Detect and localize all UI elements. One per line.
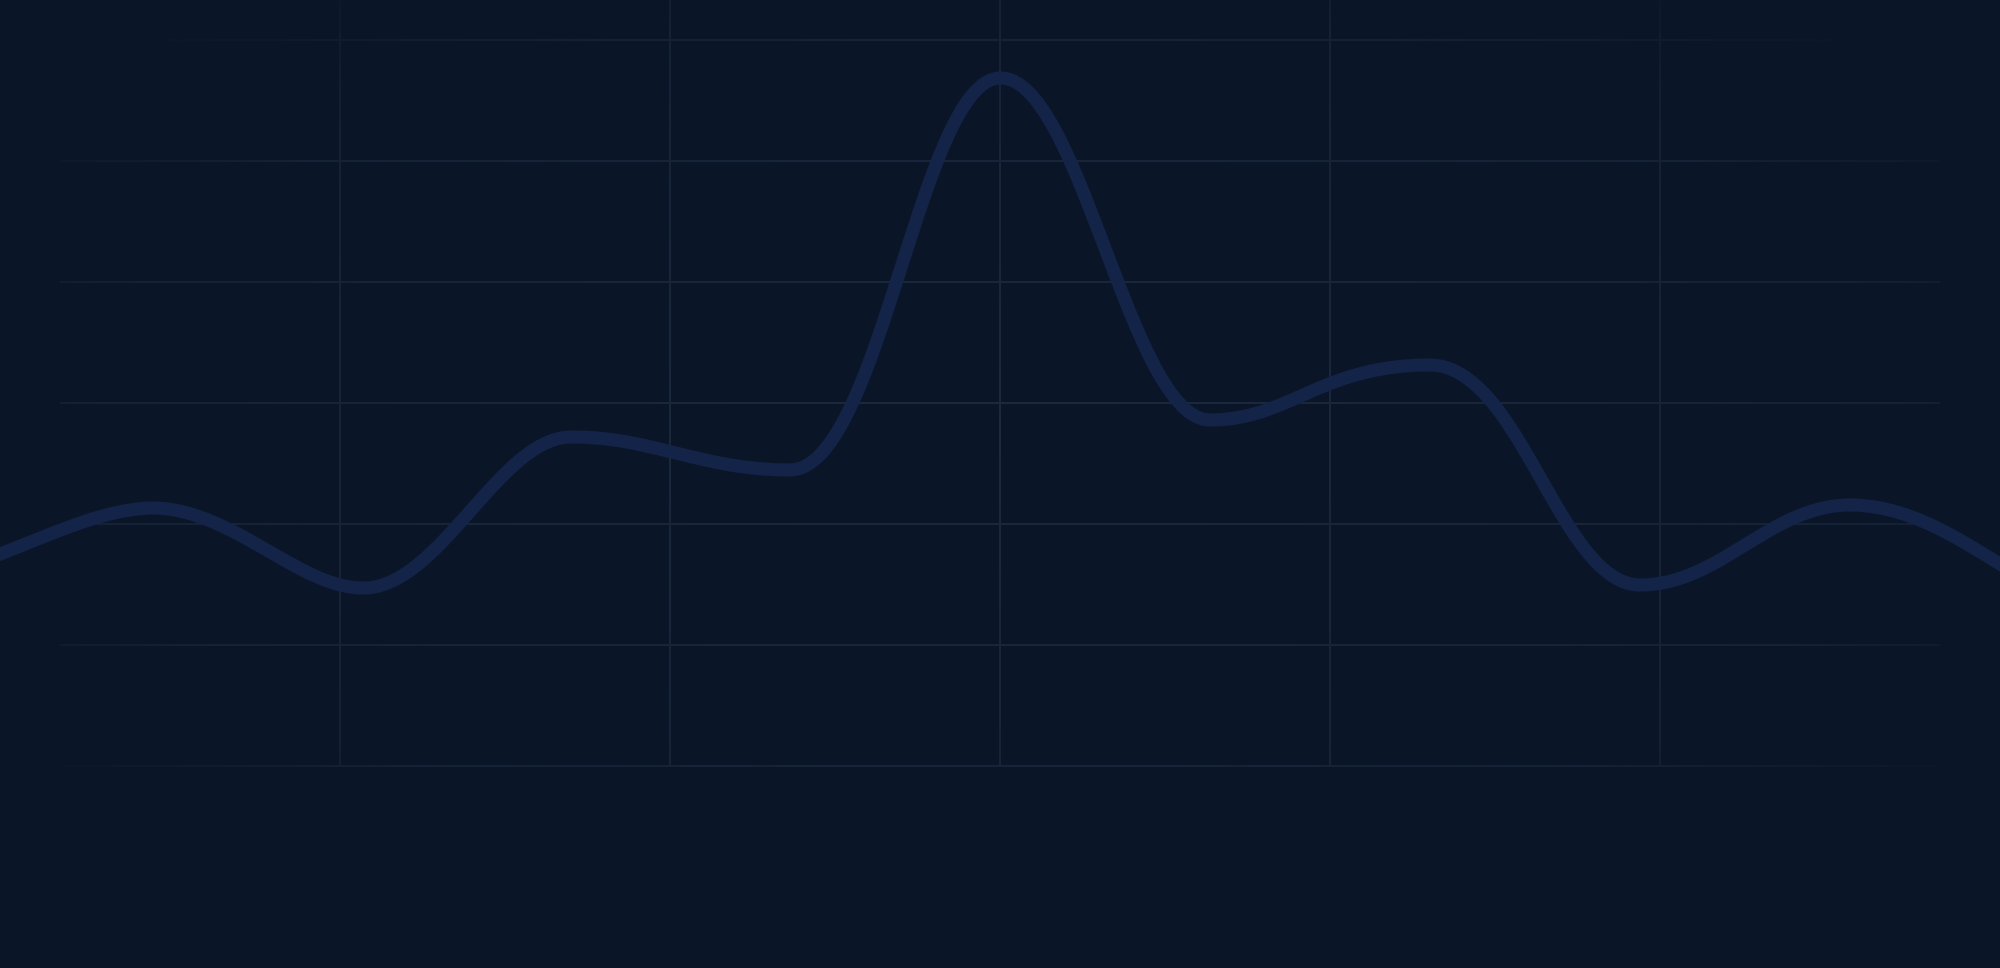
background-grid [60, 0, 1940, 767]
decorative-wave-line [0, 71, 2000, 595]
